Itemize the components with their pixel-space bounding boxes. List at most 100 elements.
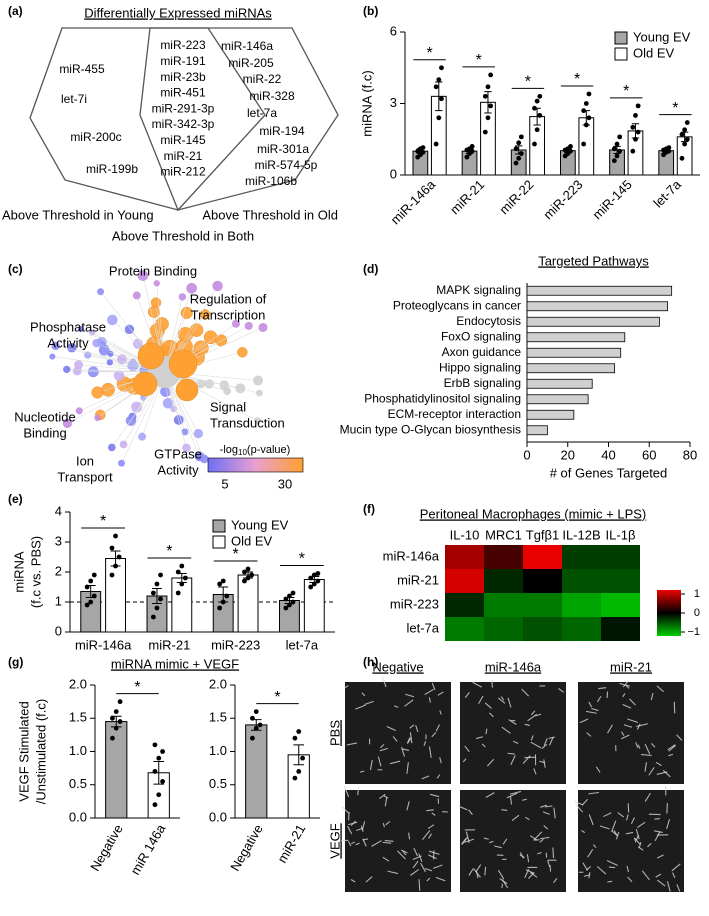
- heatmap-cell: [523, 617, 562, 641]
- y-tick-label: 0.5: [69, 776, 87, 791]
- y-tick-label: Phosphatidylinositol signaling: [364, 391, 521, 405]
- micrograph-streak: [648, 767, 655, 776]
- network-node: [212, 280, 223, 292]
- micrograph-streak: [458, 805, 468, 811]
- venn-item: miR-451: [160, 86, 206, 100]
- venn-item: miR-455: [59, 62, 105, 76]
- data-point: [482, 93, 488, 99]
- micrograph-streak: [502, 838, 508, 845]
- venn-item: miR-342-3p: [152, 117, 215, 131]
- micrograph-streak: [529, 872, 538, 878]
- venn-item: miR-223: [160, 38, 206, 52]
- data-point: [614, 141, 620, 147]
- x-tick-label: 80: [683, 447, 697, 462]
- network-node: [94, 414, 101, 422]
- micrograph-streak: [404, 699, 414, 707]
- data-point: [84, 584, 90, 590]
- network-node: [186, 282, 197, 294]
- network-node: [113, 370, 125, 381]
- y-tick-label: 1.5: [209, 710, 227, 725]
- x-tick-label: 60: [642, 447, 656, 462]
- network-node: [137, 270, 149, 281]
- network-node: [62, 418, 73, 429]
- data-point: [513, 146, 519, 152]
- venn-label: Above Threshold in Young: [2, 207, 154, 222]
- venn-item: miR-146a: [221, 39, 273, 53]
- network-node: [124, 324, 135, 335]
- heatmap-cell: [445, 617, 484, 641]
- panel-label: (e): [8, 492, 23, 506]
- micrograph-streak: [539, 838, 544, 843]
- network-label: Nucleotide: [14, 409, 75, 424]
- data-point: [242, 578, 247, 584]
- micrograph-streak: [521, 688, 530, 697]
- network-node: [119, 440, 128, 449]
- network-node: [162, 397, 174, 409]
- micrograph-streak: [406, 762, 409, 774]
- x-tick-label: miR-145: [589, 177, 634, 222]
- y-axis-label: VEGF Stimulated: [16, 701, 31, 801]
- micrograph: [578, 679, 684, 784]
- micrograph-streak: [350, 841, 356, 845]
- heatmap-cell: [562, 569, 601, 593]
- micrograph-streak: [347, 840, 352, 847]
- network-node: [75, 407, 83, 415]
- data-point: [682, 141, 688, 147]
- y-tick-label: 0.0: [209, 809, 227, 824]
- micrograph-streak: [676, 884, 681, 892]
- micrograph-streak: [650, 692, 654, 701]
- data-point: [113, 709, 119, 714]
- micrograph-streak: [409, 724, 415, 729]
- micrograph-streak: [606, 859, 618, 866]
- data-point: [315, 578, 321, 584]
- colorbar-tick-label: −1: [687, 626, 700, 638]
- image-column-label: miR-146a: [485, 659, 542, 674]
- bar: [526, 363, 616, 374]
- data-point: [532, 141, 537, 147]
- image-row-label: VEGF: [327, 823, 342, 858]
- venn-item: miR-145: [160, 133, 206, 147]
- micrograph-streak: [424, 867, 433, 872]
- micrograph-streak: [666, 818, 671, 830]
- micrograph-streak: [625, 814, 629, 821]
- data-point: [586, 91, 592, 97]
- venn-item: miR-22: [243, 72, 282, 86]
- data-point: [516, 140, 522, 146]
- micrograph-streak: [407, 737, 411, 744]
- heatmap-cell: [562, 617, 601, 641]
- data-point: [518, 151, 524, 156]
- chart-title: miRNA mimic + VEGF: [111, 656, 239, 671]
- micrograph-streak: [654, 831, 661, 842]
- y-axis-label: miRNA: [11, 551, 26, 592]
- x-tick-label: 40: [601, 447, 615, 462]
- micrograph-streak: [548, 736, 555, 739]
- data-point: [253, 709, 259, 714]
- data-point: [175, 569, 181, 575]
- data-point: [109, 545, 115, 551]
- row-label: let-7a: [406, 620, 439, 635]
- data-point: [679, 132, 685, 137]
- micrograph-streak: [588, 872, 591, 879]
- data-point: [679, 155, 685, 161]
- micrograph-streak: [511, 814, 520, 822]
- micrograph-streak: [501, 879, 509, 889]
- network-node: [235, 383, 246, 394]
- x-axis-label: # of Genes Targeted: [550, 465, 668, 480]
- micrograph-streak: [629, 698, 636, 706]
- data-point: [436, 115, 442, 121]
- data-point: [581, 108, 587, 114]
- micrograph-streak: [501, 726, 511, 734]
- data-point: [611, 158, 617, 164]
- heatmap-cell: [445, 593, 484, 617]
- micrograph-streak: [436, 774, 441, 779]
- error-bar: [153, 760, 165, 785]
- data-point: [290, 599, 296, 605]
- micrograph-streak: [537, 852, 542, 855]
- bar: [105, 721, 128, 819]
- micrograph-streak: [357, 786, 360, 796]
- micrograph-streak: [530, 710, 536, 716]
- bar: [526, 316, 660, 327]
- micrograph-streak: [525, 869, 535, 874]
- micrograph-streak: [547, 859, 551, 867]
- data-point: [156, 792, 162, 798]
